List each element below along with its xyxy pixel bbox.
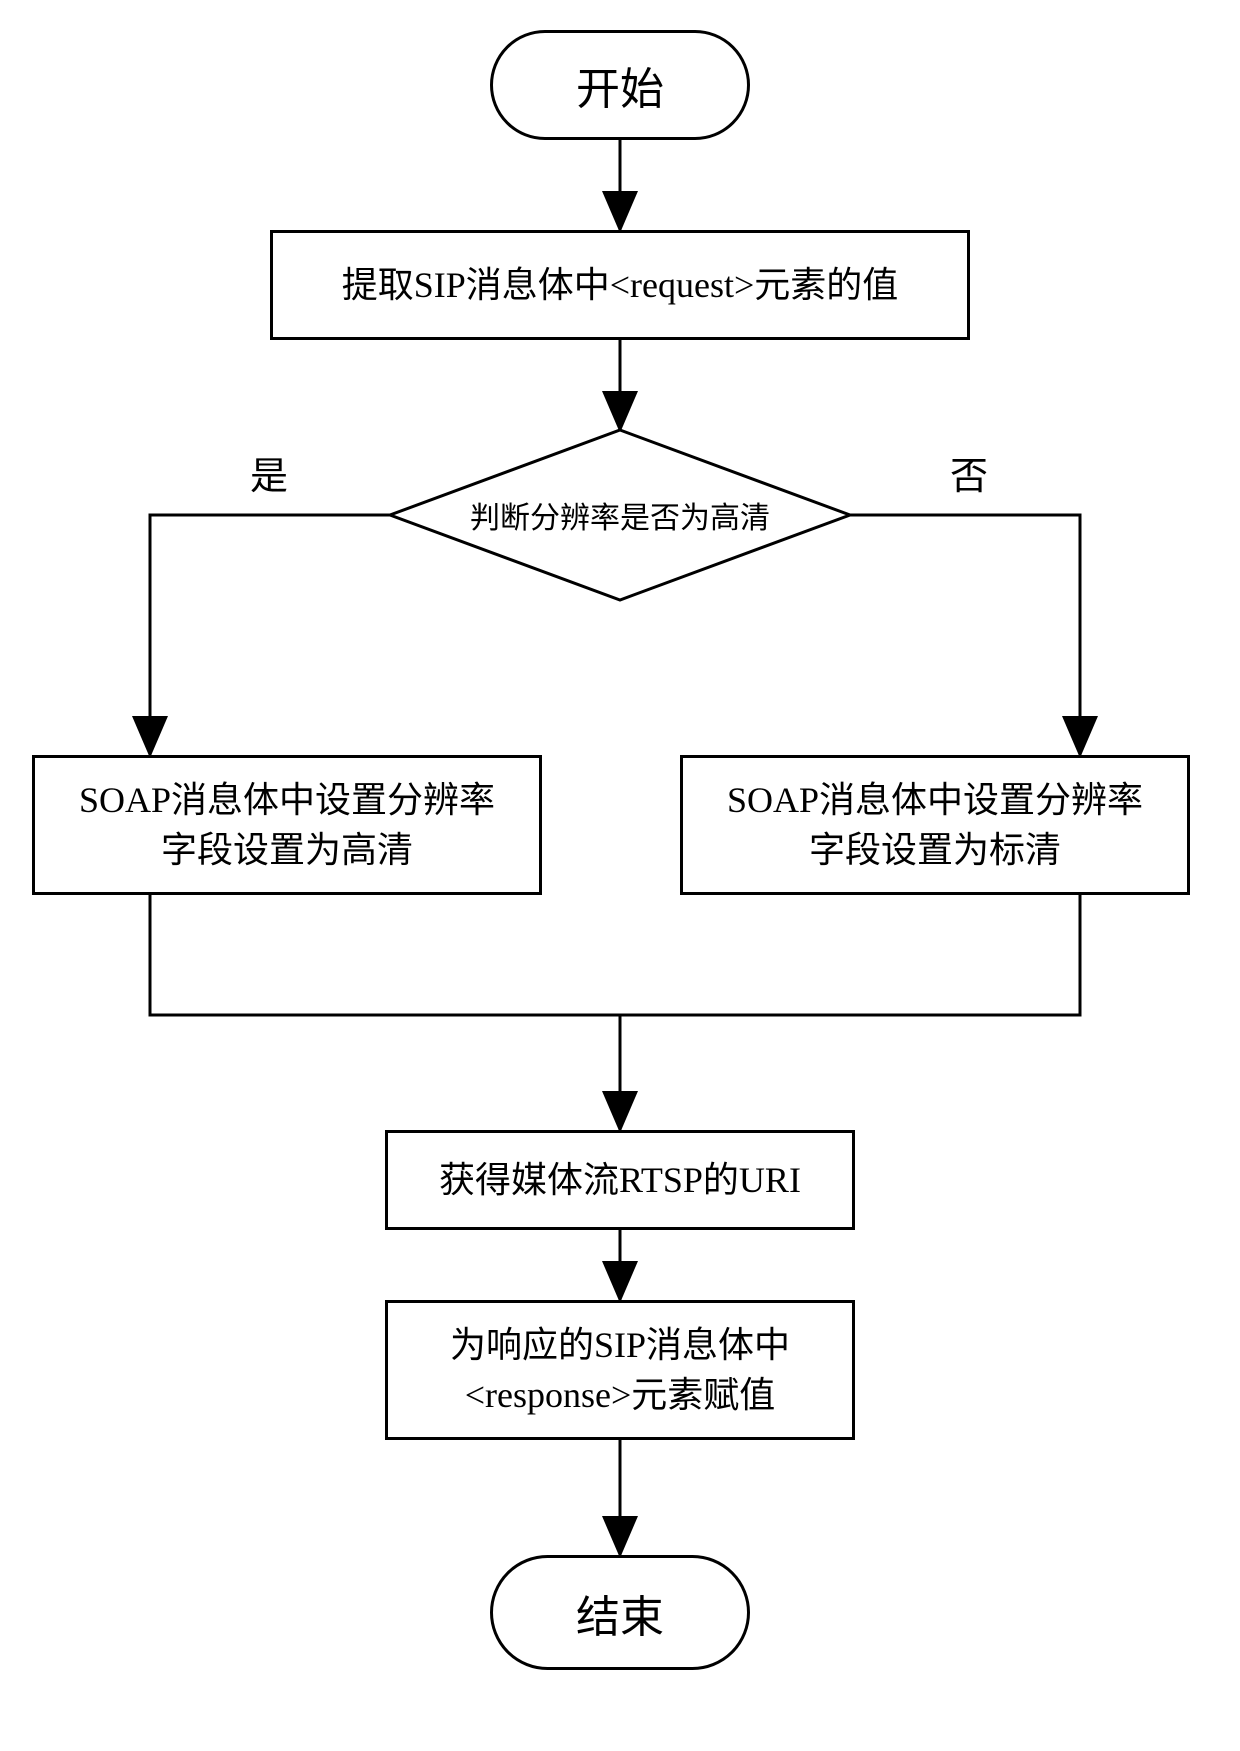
- sd-label: SOAP消息体中设置分辨率 字段设置为标清: [727, 775, 1143, 876]
- sd-node: SOAP消息体中设置分辨率 字段设置为标清: [680, 755, 1190, 895]
- extract-node: 提取SIP消息体中<request>元素的值: [270, 230, 970, 340]
- start-node: 开始: [490, 30, 750, 140]
- yes-label: 是: [250, 445, 288, 500]
- end-node: 结束: [490, 1555, 750, 1670]
- decision-label: 判断分辨率是否为高清: [390, 493, 850, 537]
- extract-label: 提取SIP消息体中<request>元素的值: [342, 260, 899, 310]
- end-label: 结束: [576, 1581, 664, 1645]
- no-label: 否: [950, 445, 988, 500]
- hd-node: SOAP消息体中设置分辨率 字段设置为高清: [32, 755, 542, 895]
- decision-node: 判断分辨率是否为高清: [390, 430, 850, 600]
- uri-node: 获得媒体流RTSP的URI: [385, 1130, 855, 1230]
- response-label: 为响应的SIP消息体中 <response>元素赋值: [450, 1320, 790, 1421]
- uri-label: 获得媒体流RTSP的URI: [439, 1155, 801, 1205]
- hd-label: SOAP消息体中设置分辨率 字段设置为高清: [79, 775, 495, 876]
- response-node: 为响应的SIP消息体中 <response>元素赋值: [385, 1300, 855, 1440]
- flowchart-container: 开始 提取SIP消息体中<request>元素的值 判断分辨率是否为高清 是 否…: [0, 0, 1240, 1751]
- start-label: 开始: [576, 53, 664, 117]
